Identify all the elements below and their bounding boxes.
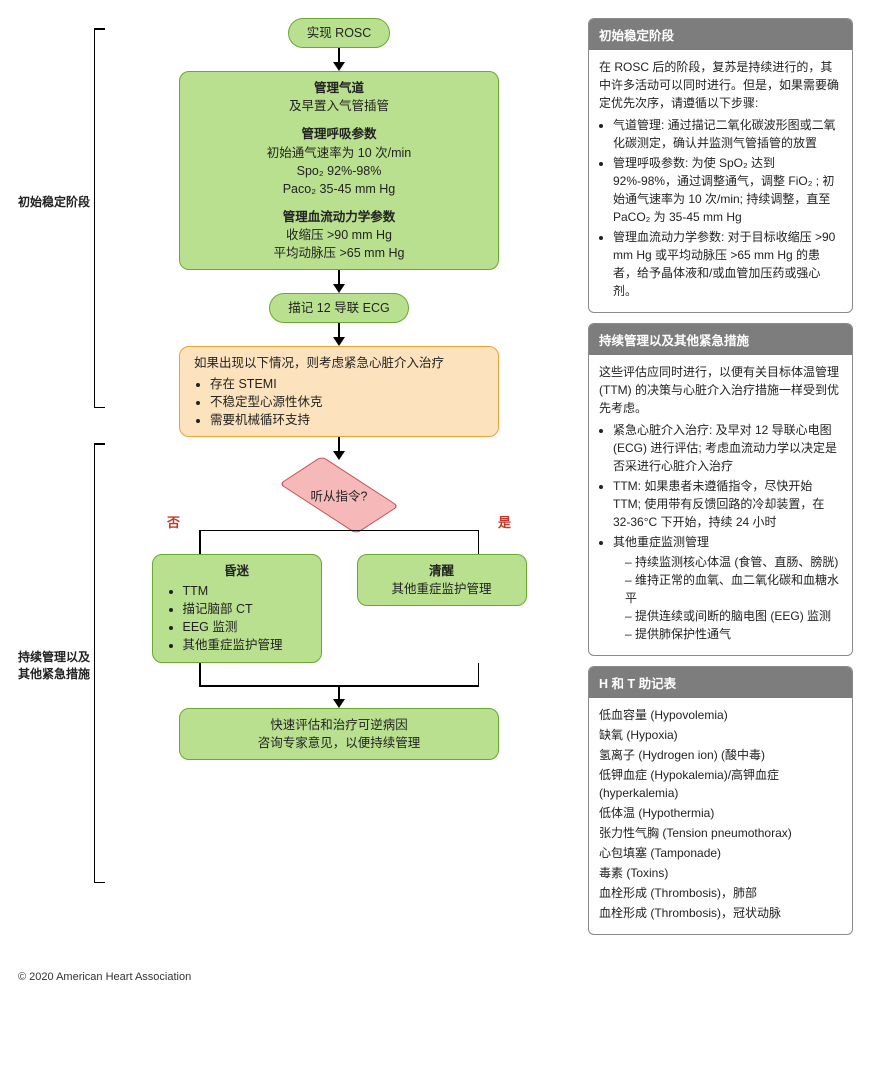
branch-row: 昏迷 TTM 描记脑部 CT EEG 监测 其他重症监护管理 清醒 其他重症监护… [149, 554, 529, 663]
node-manage: 管理气道 及早置入气管插管 管理呼吸参数 初始通气速率为 10 次/min Sp… [179, 71, 499, 270]
manage-s3-title: 管理血流动力学参数 [283, 210, 396, 224]
manage-s2-title: 管理呼吸参数 [301, 127, 376, 141]
connector [338, 270, 340, 284]
manage-s3-l1: 收缩压 >90 mm Hg [286, 228, 392, 242]
panel-continued-body: 这些评估应同时进行，以便有关目标体温管理 (TTM) 的决策与心脏介入治疗措施一… [589, 355, 852, 655]
panel-continued: 持续管理以及其他紧急措施 这些评估应同时进行，以便有关目标体温管理 (TTM) … [588, 323, 853, 656]
branch-no-label: 否 [167, 512, 180, 531]
coma-title: 昏迷 [167, 562, 307, 580]
panel-continued-title: 持续管理以及其他紧急措施 [589, 324, 852, 355]
node-consider: 如果出现以下情况，则考虑紧急心脏介入治疗 存在 STEMI 不稳定型心源性休克 … [179, 346, 499, 437]
branch-split-lines: 否 是 [149, 530, 529, 554]
node-coma: 昏迷 TTM 描记脑部 CT EEG 监测 其他重症监护管理 [152, 554, 322, 663]
connector [338, 323, 340, 337]
node-ecg: 描记 12 导联 ECG [269, 293, 408, 323]
sidebar-column: 初始稳定阶段 在 ROSC 后的阶段，复苏是持续进行的，其中许多活动可以同时进行… [588, 18, 853, 945]
branch-yes-label: 是 [498, 512, 511, 531]
ht-line: 血栓形成 (Thrombosis)，冠状动脉 [599, 904, 842, 922]
final-l1: 快速评估和治疗可逆病因 [270, 718, 408, 732]
panel1-item: 气道管理: 通过描记二氧化碳波形图或二氧化碳测定，确认并监测气管插管的放置 [613, 116, 842, 152]
copyright-footer: © 2020 American Heart Association [18, 971, 853, 983]
branch-yes-col: 清醒 其他重症监护管理 [354, 554, 529, 663]
manage-s3-l2: 平均动脉压 >65 mm Hg [274, 246, 405, 260]
consider-b2: 不稳定型心源性休克 [210, 393, 484, 411]
consider-b3: 需要机械循环支持 [210, 411, 484, 429]
panel1-intro: 在 ROSC 后的阶段，复苏是持续进行的，其中许多活动可以同时进行。但是，如果需… [599, 58, 842, 112]
panel2-subitem: 提供连续或间断的脑电图 (EEG) 监测 [625, 607, 842, 625]
ht-line: 心包填塞 (Tamponade) [599, 844, 842, 862]
arrow-down-icon [333, 451, 345, 460]
manage-s2-l3: Paco₂ 35-45 mm Hg [283, 182, 396, 196]
connector [338, 48, 340, 62]
panel1-item: 管理血流动力学参数: 对于目标收缩压 >90 mm Hg 或平均动脉压 >65 … [613, 228, 842, 300]
node-rosc-text: 实现 ROSC [307, 26, 372, 40]
panel-initial-body: 在 ROSC 后的阶段，复苏是持续进行的，其中许多活动可以同时进行。但是，如果需… [589, 50, 852, 312]
decision-text: 听从指令? [254, 485, 424, 504]
node-ecg-text: 描记 12 导联 ECG [288, 301, 389, 315]
awake-title: 清醒 [372, 562, 512, 580]
coma-b1: TTM [183, 582, 307, 600]
manage-s2-l1: 初始通气速率为 10 次/min [267, 146, 411, 160]
panel2-subitem: 提供肺保护性通气 [625, 625, 842, 643]
arrow-down-icon [333, 699, 345, 708]
ht-line: 缺氧 (Hypoxia) [599, 726, 842, 744]
node-rosc: 实现 ROSC [288, 18, 391, 48]
node-final: 快速评估和治疗可逆病因 咨询专家意见，以便持续管理 [179, 708, 499, 760]
panel-initial: 初始稳定阶段 在 ROSC 后的阶段，复苏是持续进行的，其中许多活动可以同时进行… [588, 18, 853, 313]
panel-initial-title: 初始稳定阶段 [589, 19, 852, 50]
connector [338, 437, 340, 451]
panel2-list: 紧急心脏介入治疗: 及早对 12 导联心电图 (ECG) 进行评估; 考虑血流动… [599, 421, 842, 643]
panel2-item: 紧急心脏介入治疗: 及早对 12 导联心电图 (ECG) 进行评估; 考虑血流动… [613, 421, 842, 475]
panel-ht: H 和 T 助记表 低血容量 (Hypovolemia) 缺氧 (Hypoxia… [588, 666, 853, 935]
page-root: 初始稳定阶段 持续管理以及其他紧急措施 实现 ROSC 管理气道 及早置入气管插… [18, 18, 853, 945]
coma-list: TTM 描记脑部 CT EEG 监测 其他重症监护管理 [167, 582, 307, 655]
ht-line: 张力性气胸 (Tension pneumothorax) [599, 824, 842, 842]
manage-s2-l2: Spo₂ 92%-98% [297, 164, 382, 178]
panel2-sublist: 持续监测核心体温 (食管、直肠、膀胱) 维持正常的血氧、血二氧化碳和血糖水平 提… [613, 553, 842, 643]
panel1-item: 管理呼吸参数: 为使 SpO₂ 达到 92%-98%，通过调整通气，调整 FiO… [613, 154, 842, 226]
ht-line: 低血容量 (Hypovolemia) [599, 706, 842, 724]
panel2-item: TTM: 如果患者未遵循指令，尽快开始 TTM; 使用带有反馈回路的冷却装置，在… [613, 477, 842, 531]
panel2-subitem: 维持正常的血氧、血二氧化碳和血糖水平 [625, 571, 842, 607]
consider-list: 存在 STEMI 不稳定型心源性休克 需要机械循环支持 [194, 375, 484, 429]
coma-b3: EEG 监测 [183, 618, 307, 636]
consider-lead: 如果出现以下情况，则考虑紧急心脏介入治疗 [194, 354, 484, 372]
panel2-item: 其他重症监测管理 持续监测核心体温 (食管、直肠、膀胱) 维持正常的血氧、血二氧… [613, 533, 842, 643]
panel-ht-title: H 和 T 助记表 [589, 667, 852, 698]
awake-line: 其他重症监护管理 [391, 582, 491, 596]
panel2-subitem: 持续监测核心体温 (食管、直肠、膀胱) [625, 553, 842, 571]
flowchart-body: 实现 ROSC 管理气道 及早置入气管插管 管理呼吸参数 初始通气速率为 10 … [104, 18, 574, 760]
node-awake: 清醒 其他重症监护管理 [357, 554, 527, 606]
arrow-down-icon [333, 284, 345, 293]
ht-line: 低体温 (Hypothermia) [599, 804, 842, 822]
ht-line: 低钾血症 (Hypokalemia)/高钾血症 (hyperkalemia) [599, 766, 842, 802]
panel1-list: 气道管理: 通过描记二氧化碳波形图或二氧化碳测定，确认并监测气管插管的放置 管理… [599, 116, 842, 300]
arrow-down-icon [333, 337, 345, 346]
ht-line: 毒素 (Toxins) [599, 864, 842, 882]
node-decision: 听从指令? [254, 460, 424, 530]
consider-b1: 存在 STEMI [210, 375, 484, 393]
phase-1-bracket [94, 28, 104, 408]
ht-line: 氢离子 (Hydrogen ion) (酸中毒) [599, 746, 842, 764]
coma-b4: 其他重症监护管理 [183, 636, 307, 654]
branch-no-col: 昏迷 TTM 描记脑部 CT EEG 监测 其他重症监护管理 [149, 554, 324, 663]
manage-s1-title: 管理气道 [314, 81, 364, 95]
panel2-intro: 这些评估应同时进行，以便有关目标体温管理 (TTM) 的决策与心脏介入治疗措施一… [599, 363, 842, 417]
manage-s1-line: 及早置入气管插管 [289, 99, 389, 113]
flowchart-column: 初始稳定阶段 持续管理以及其他紧急措施 实现 ROSC 管理气道 及早置入气管插… [18, 18, 574, 760]
phase-1-label: 初始稳定阶段 [18, 193, 94, 210]
panel-ht-body: 低血容量 (Hypovolemia) 缺氧 (Hypoxia) 氢离子 (Hyd… [589, 698, 852, 934]
ht-line: 血栓形成 (Thrombosis)，肺部 [599, 884, 842, 902]
panel2-item-label: 其他重症监测管理 [613, 535, 709, 549]
phase-label-gutter: 初始稳定阶段 持续管理以及其他紧急措施 [18, 18, 98, 760]
branch-merge-lines [149, 663, 529, 687]
final-l2: 咨询专家意见，以便持续管理 [258, 736, 421, 750]
arrow-down-icon [333, 62, 345, 71]
coma-b2: 描记脑部 CT [183, 600, 307, 618]
connector [338, 687, 340, 699]
phase-2-label: 持续管理以及其他紧急措施 [18, 648, 94, 682]
phase-2-bracket [94, 443, 104, 883]
